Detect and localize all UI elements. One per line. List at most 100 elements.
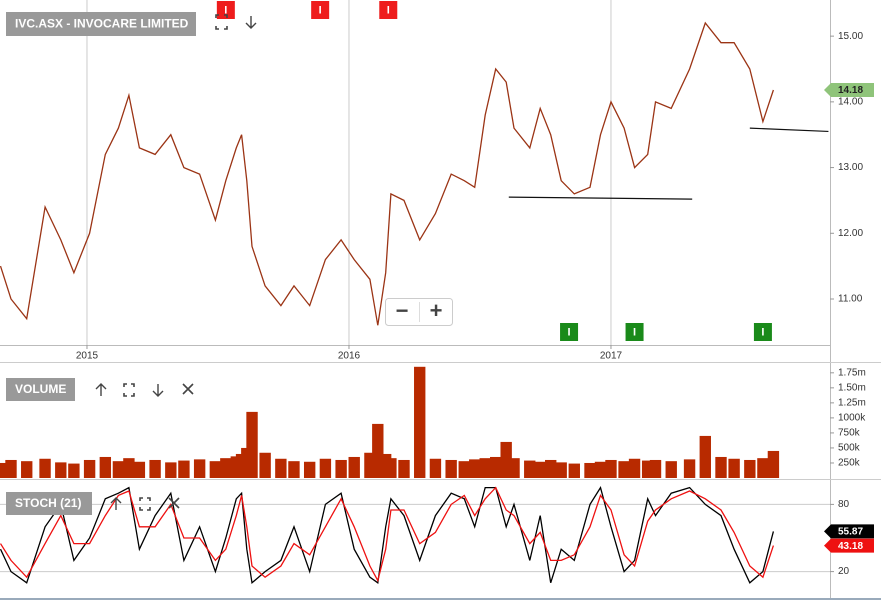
- volume-bar: [246, 411, 258, 478]
- expand-icon[interactable]: [139, 497, 151, 511]
- volume-bar: [715, 456, 727, 478]
- event-label: I: [633, 326, 636, 338]
- volume-bar: [83, 459, 96, 478]
- stoch-header: STOCH (21): [6, 492, 180, 515]
- volume-bar: [414, 366, 426, 478]
- volume-bar: [364, 452, 376, 478]
- volume-bar: [628, 458, 641, 478]
- y-tick-label: 14.00: [838, 96, 863, 107]
- volume-header: VOLUME: [6, 378, 194, 401]
- volume-bar: [594, 461, 607, 478]
- volume-bar: [112, 461, 125, 478]
- volume-bar: [39, 458, 51, 478]
- volume-bar: [149, 459, 161, 478]
- expand-icon[interactable]: [215, 14, 228, 30]
- zoom-out[interactable]: −: [396, 298, 409, 323]
- event-marker: [560, 323, 579, 341]
- volume-bar: [193, 459, 206, 478]
- zoom-controls: − +: [385, 298, 453, 326]
- last-value-label: 14.18: [838, 85, 863, 96]
- move-up-icon[interactable]: [95, 383, 107, 396]
- volume-bar: [728, 458, 740, 478]
- volume-bar: [458, 461, 470, 478]
- volume-bar: [744, 459, 756, 478]
- close-icon[interactable]: [182, 383, 194, 395]
- zoom-in[interactable]: +: [430, 298, 443, 323]
- event-label: I: [224, 4, 227, 16]
- volume-bar: [288, 461, 300, 478]
- volume-bar: [398, 459, 410, 478]
- move-down-icon[interactable]: [245, 16, 257, 29]
- volume-bar: [335, 459, 347, 478]
- x-tick-label: 2017: [600, 351, 623, 362]
- volume-bar: [0, 462, 7, 478]
- chart-title: IVC.ASX - INVOCARE LIMITED: [15, 17, 189, 31]
- last-value-box: [824, 83, 874, 98]
- volume-bar: [500, 441, 512, 478]
- volume-bar: [133, 461, 146, 478]
- plot: 11.00 12.00 13.00 14.00 15.00 2015 2016 2017 I I I…: [0, 0, 874, 585]
- y-tick-label: 80: [838, 499, 850, 510]
- y-tick-label: 20: [838, 566, 850, 577]
- volume-bar: [584, 462, 596, 478]
- volume-bar: [55, 462, 67, 478]
- close-icon[interactable]: [168, 497, 180, 509]
- volume-bar: [683, 459, 696, 478]
- volume-bar: [319, 458, 332, 478]
- y-tick-label: 1.50m: [838, 382, 866, 393]
- x-tick-label: 2015: [76, 351, 99, 362]
- y-tick-label: 12.00: [838, 228, 863, 239]
- volume-bar: [429, 458, 442, 478]
- volume-bar: [275, 458, 287, 478]
- volume-bar: [220, 458, 232, 478]
- price-header: IVC.ASX - INVOCARE LIMITED: [6, 12, 257, 36]
- header-box: [6, 378, 75, 401]
- x-tick-label: 2016: [338, 351, 361, 362]
- y-tick-label: 11.00: [838, 294, 863, 305]
- event-marker: [379, 1, 398, 19]
- volume-bar: [508, 458, 520, 478]
- volume-bar: [385, 458, 397, 478]
- volume-bar: [21, 461, 33, 478]
- volume-bar: [545, 459, 557, 478]
- volume-bar: [372, 423, 384, 478]
- last-value-label: 55.87: [838, 527, 863, 538]
- volume-bar: [99, 456, 112, 478]
- volume-bar: [618, 461, 630, 478]
- last-value-box: [824, 524, 874, 539]
- y-tick-label: 1.25m: [838, 398, 866, 409]
- y-tick-label: 500k: [838, 443, 861, 454]
- volume-bar: [757, 458, 769, 478]
- volume-bar: [524, 460, 536, 478]
- event-marker: [216, 1, 235, 19]
- volume-bar: [555, 462, 567, 478]
- move-up-icon[interactable]: [110, 497, 122, 510]
- volume-bar: [605, 459, 617, 478]
- volume-bar: [165, 462, 177, 478]
- volume-bar: [178, 460, 190, 478]
- volume-bar: [641, 460, 654, 478]
- volume-bar: [479, 458, 491, 478]
- volume-bar: [303, 461, 316, 478]
- volume-bar: [348, 456, 360, 478]
- event-label: I: [387, 4, 390, 16]
- volume-bar: [123, 458, 135, 478]
- trendline: [508, 196, 693, 200]
- volume-bar: [209, 461, 222, 478]
- y-tick-label: 13.00: [838, 162, 863, 173]
- header-box: [6, 492, 92, 515]
- move-down-icon[interactable]: [152, 384, 164, 397]
- series-line: [0, 485, 775, 585]
- event-marker: [753, 323, 772, 341]
- event-label: I: [761, 326, 764, 338]
- series-line: [0, 21, 775, 326]
- last-value-label: 43.18: [838, 541, 863, 552]
- y-tick-label: 750k: [838, 428, 861, 439]
- volume-bar: [490, 456, 502, 478]
- trendline: [749, 127, 829, 133]
- volume-bar: [5, 459, 17, 478]
- volume-bar: [767, 450, 780, 478]
- expand-icon[interactable]: [123, 383, 135, 397]
- volume-bar: [699, 435, 711, 478]
